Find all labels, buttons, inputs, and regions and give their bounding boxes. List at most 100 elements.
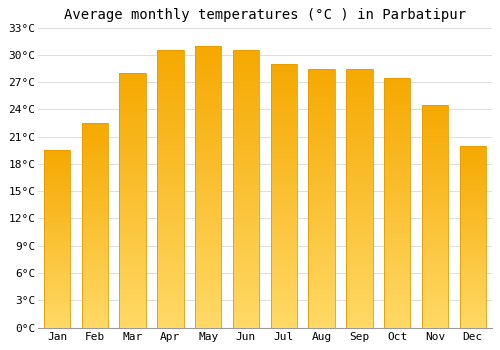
- Bar: [270, 69, 297, 72]
- Bar: [233, 136, 259, 139]
- Bar: [157, 278, 184, 280]
- Bar: [384, 88, 410, 90]
- Bar: [82, 287, 108, 289]
- Bar: [346, 128, 372, 131]
- Bar: [157, 128, 184, 131]
- Bar: [195, 251, 222, 254]
- Bar: [422, 163, 448, 165]
- Bar: [233, 64, 259, 67]
- Bar: [460, 308, 486, 309]
- Bar: [422, 210, 448, 212]
- Bar: [44, 285, 70, 287]
- Bar: [384, 122, 410, 125]
- Bar: [346, 146, 372, 149]
- Bar: [82, 139, 108, 141]
- Bar: [157, 228, 184, 231]
- Bar: [270, 280, 297, 283]
- Bar: [384, 142, 410, 145]
- Bar: [120, 76, 146, 78]
- Bar: [422, 314, 448, 316]
- Bar: [195, 232, 222, 235]
- Bar: [120, 160, 146, 162]
- Bar: [195, 240, 222, 243]
- Bar: [233, 106, 259, 108]
- Bar: [195, 142, 222, 145]
- Bar: [460, 206, 486, 208]
- Bar: [422, 216, 448, 218]
- Bar: [384, 210, 410, 212]
- Bar: [157, 200, 184, 203]
- Bar: [157, 325, 184, 328]
- Bar: [270, 325, 297, 328]
- Bar: [308, 296, 335, 299]
- Bar: [308, 276, 335, 278]
- Bar: [157, 159, 184, 161]
- Bar: [157, 53, 184, 56]
- Bar: [82, 156, 108, 158]
- Bar: [82, 274, 108, 277]
- Bar: [120, 261, 146, 264]
- Bar: [460, 258, 486, 260]
- Bar: [44, 219, 70, 221]
- Bar: [460, 247, 486, 249]
- Bar: [157, 100, 184, 103]
- Bar: [422, 147, 448, 149]
- Title: Average monthly temperatures (°C ) in Parbatipur: Average monthly temperatures (°C ) in Pa…: [64, 8, 466, 22]
- Bar: [346, 102, 372, 105]
- Bar: [82, 246, 108, 248]
- Bar: [82, 148, 108, 150]
- Bar: [422, 158, 448, 161]
- Bar: [308, 94, 335, 97]
- Bar: [270, 140, 297, 143]
- Bar: [460, 246, 486, 247]
- Bar: [308, 232, 335, 234]
- Bar: [384, 83, 410, 85]
- Bar: [384, 205, 410, 208]
- Bar: [120, 304, 146, 307]
- Bar: [44, 301, 70, 303]
- Bar: [460, 257, 486, 258]
- Bar: [346, 188, 372, 190]
- Bar: [157, 208, 184, 211]
- Bar: [44, 161, 70, 163]
- Bar: [460, 195, 486, 197]
- Bar: [460, 186, 486, 188]
- Bar: [195, 105, 222, 108]
- Bar: [308, 299, 335, 302]
- Bar: [233, 145, 259, 147]
- Bar: [308, 221, 335, 224]
- Bar: [44, 267, 70, 269]
- Bar: [384, 130, 410, 133]
- Bar: [308, 309, 335, 312]
- Bar: [460, 208, 486, 209]
- Bar: [157, 169, 184, 172]
- Bar: [195, 136, 222, 139]
- Bar: [270, 314, 297, 317]
- Bar: [308, 245, 335, 247]
- Bar: [120, 132, 146, 134]
- Bar: [44, 281, 70, 283]
- Bar: [422, 169, 448, 172]
- Bar: [82, 258, 108, 260]
- Bar: [308, 260, 335, 263]
- Bar: [157, 86, 184, 89]
- Bar: [346, 82, 372, 84]
- Bar: [422, 265, 448, 267]
- Bar: [308, 252, 335, 255]
- Bar: [120, 175, 146, 177]
- Bar: [384, 158, 410, 160]
- Bar: [346, 182, 372, 185]
- Bar: [120, 248, 146, 251]
- Bar: [82, 252, 108, 254]
- Bar: [384, 110, 410, 113]
- Bar: [308, 69, 335, 71]
- Bar: [157, 150, 184, 153]
- Bar: [422, 250, 448, 252]
- Bar: [195, 54, 222, 57]
- Bar: [233, 222, 259, 225]
- Bar: [346, 175, 372, 177]
- Bar: [120, 134, 146, 137]
- Bar: [384, 145, 410, 148]
- Bar: [120, 154, 146, 157]
- Bar: [233, 70, 259, 72]
